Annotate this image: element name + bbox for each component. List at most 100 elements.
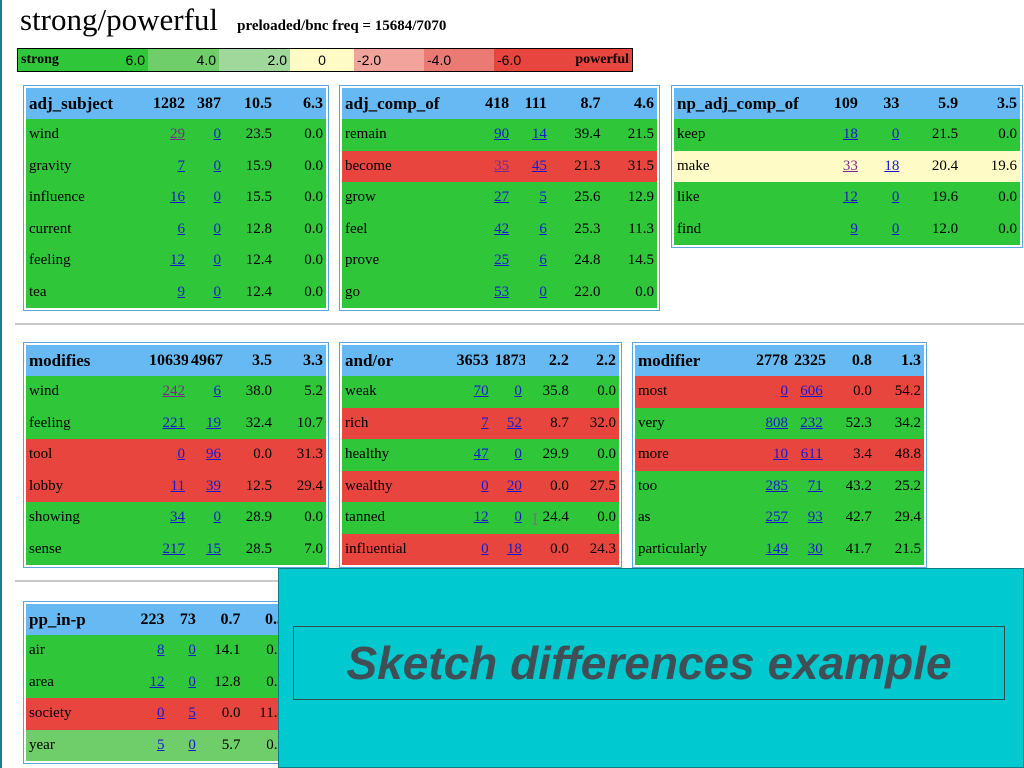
legend-cell: strong [18, 49, 114, 71]
count1-cell: 0 [146, 439, 188, 471]
count2-link[interactable]: 0 [213, 509, 222, 526]
count2-link[interactable]: 0 [514, 509, 522, 526]
count1-link[interactable]: 53 [494, 283, 510, 300]
count1-link[interactable]: 8 [156, 642, 165, 659]
count2-link[interactable]: 18 [506, 540, 522, 557]
count1-link[interactable]: 0 [481, 540, 489, 557]
count2-link[interactable]: 0 [514, 446, 522, 463]
count1-link[interactable]: 9 [850, 220, 858, 237]
count2-link[interactable]: 6 [539, 252, 547, 269]
count1-link[interactable]: 242 [162, 383, 186, 400]
count1-link[interactable]: 42 [494, 220, 510, 237]
count1-link[interactable]: 221 [162, 414, 186, 431]
count1-link[interactable]: 257 [765, 509, 789, 526]
header-value: 111 [512, 88, 550, 119]
count2-link[interactable]: 39 [206, 477, 221, 494]
count2-link[interactable]: 606 [800, 383, 823, 400]
count2-link[interactable]: 0 [188, 673, 196, 690]
count1-link[interactable]: 217 [162, 540, 186, 557]
count2-link[interactable]: 71 [807, 477, 823, 494]
count2-link[interactable]: 0 [213, 252, 222, 269]
count1-link[interactable]: 0 [780, 383, 789, 400]
count1-link[interactable]: 0 [481, 477, 489, 494]
count2-link[interactable]: 5 [539, 189, 547, 206]
count2-link[interactable]: 0 [891, 189, 900, 206]
count2-link[interactable]: 5 [188, 705, 196, 722]
score1-cell: 5.7 [221, 736, 241, 753]
count2-link[interactable]: 52 [506, 414, 522, 431]
count2-link[interactable]: 6 [539, 220, 547, 237]
count1-cell: 90 [468, 119, 512, 151]
count2-link[interactable]: 14 [531, 126, 547, 143]
count2-link[interactable]: 45 [531, 157, 547, 174]
count1-link[interactable]: 285 [765, 477, 789, 494]
table-row: year 5 0 5.7 0.0 [26, 729, 288, 761]
table-title: adj_subject [26, 88, 146, 119]
count1-link[interactable]: 12 [842, 189, 858, 206]
count1-link[interactable]: 34 [170, 509, 185, 526]
count1-link[interactable]: 5 [156, 736, 165, 753]
count2-link[interactable]: 0 [514, 383, 522, 400]
count2-link[interactable]: 0 [188, 736, 196, 753]
count1-link[interactable]: 0 [156, 705, 165, 722]
count2-link[interactable]: 0 [213, 220, 222, 237]
count1-link[interactable]: 18 [842, 126, 858, 143]
count1-link[interactable]: 25 [494, 252, 510, 269]
count2-link[interactable]: 96 [206, 446, 221, 463]
score1-cell: 21.3 [574, 157, 601, 174]
score2-cell: 0.0 [304, 220, 323, 237]
count1-cell: 18 [812, 119, 860, 151]
count1-link[interactable]: 47 [473, 446, 489, 463]
table-header-row: and/or 3653 1873 2.2 2.2 [342, 345, 619, 376]
table-row: tanned 12 0 24.4 0.0 [342, 502, 619, 534]
count2-link[interactable]: 20 [506, 477, 522, 494]
table-header-row: adj_subject 1282 387 10.5 6.3 [26, 88, 326, 119]
count2-link[interactable]: 0 [539, 283, 547, 300]
count1-link[interactable]: 12 [473, 509, 489, 526]
count1-link[interactable]: 16 [170, 189, 185, 206]
count2-link[interactable]: 18 [884, 157, 900, 174]
header-value: 5.9 [902, 88, 962, 119]
count2-link[interactable]: 0 [188, 642, 196, 659]
header-value: 1.3 [874, 345, 924, 376]
count1-link[interactable]: 29 [170, 126, 185, 143]
count2-link[interactable]: 15 [206, 540, 221, 557]
count1-link[interactable]: 27 [494, 189, 510, 206]
count1-link[interactable]: 0 [177, 446, 186, 463]
count1-link[interactable]: 33 [842, 157, 858, 174]
count2-link[interactable]: 30 [807, 540, 823, 557]
count1-link[interactable]: 90 [494, 126, 510, 143]
count1-link[interactable]: 808 [765, 414, 789, 431]
count2-link[interactable]: 0 [891, 126, 900, 143]
count1-link[interactable]: 35 [494, 157, 510, 174]
score2-cell: 7.0 [304, 540, 323, 557]
count2-link[interactable]: 611 [800, 446, 823, 463]
count2-link[interactable]: 0 [213, 126, 222, 143]
count2-link[interactable]: 232 [800, 414, 823, 431]
score1-cell: 35.8 [542, 383, 569, 400]
count2-link[interactable]: 0 [213, 283, 222, 300]
count2-cell: 6 [512, 245, 550, 277]
count1-link[interactable]: 9 [177, 283, 186, 300]
count1-link[interactable]: 149 [765, 540, 789, 557]
word-cell: feeling [29, 252, 71, 269]
count2-cell: 19 [188, 408, 224, 440]
count1-link[interactable]: 12 [170, 252, 185, 269]
count1-link[interactable]: 7 [177, 157, 186, 174]
count1-link[interactable]: 11 [170, 477, 185, 494]
count2-link[interactable]: 19 [206, 414, 221, 431]
count1-link[interactable]: 12 [149, 673, 165, 690]
count1-link[interactable]: 10 [773, 446, 789, 463]
count1-link[interactable]: 6 [177, 220, 186, 237]
count2-link[interactable]: 0 [891, 220, 900, 237]
score1-cell: 43.2 [845, 477, 872, 494]
table-modifier: modifier 2778 2325 0.8 1.3 most 0 606 0.0 54.2 ver… [632, 342, 927, 568]
count1-link[interactable]: 70 [473, 383, 489, 400]
count2-cell: 52 [492, 408, 525, 440]
count1-link[interactable]: 7 [481, 414, 489, 431]
count2-cell: 0 [188, 151, 224, 183]
count2-link[interactable]: 0 [213, 157, 222, 174]
count2-link[interactable]: 0 [213, 189, 222, 206]
count2-link[interactable]: 6 [213, 383, 222, 400]
count2-link[interactable]: 93 [807, 509, 823, 526]
